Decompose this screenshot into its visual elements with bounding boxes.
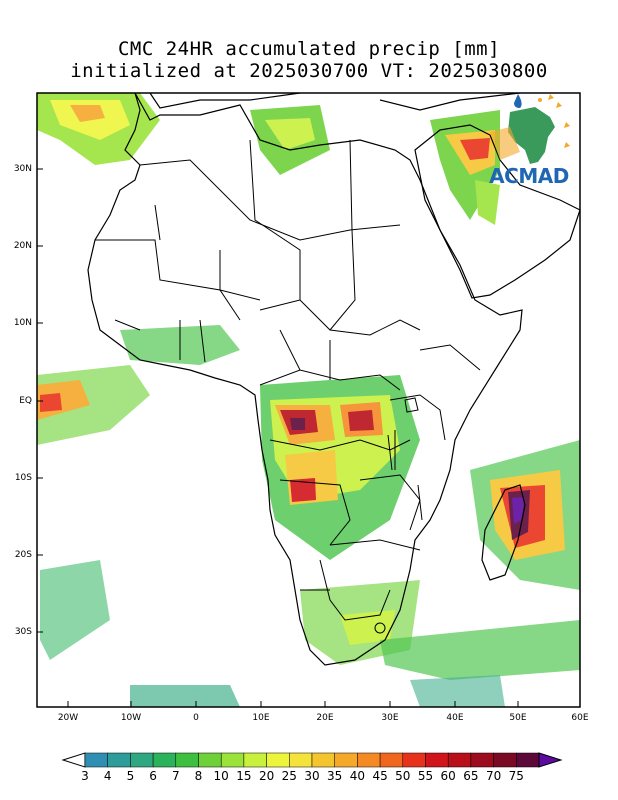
colorbar-tick-label: 50: [395, 769, 411, 783]
logo-sun-rays: [538, 94, 570, 148]
lakes: [387, 397, 423, 521]
arabia-coastline: [414, 124, 581, 299]
colorbar-tick-label: 45: [372, 769, 388, 783]
lat-label-30s: 30S: [14, 627, 32, 637]
colorbar-tick-label: 25: [281, 769, 297, 783]
lat-label-10n: 10N: [13, 318, 32, 328]
colorbar-tick-label: 5: [126, 769, 135, 783]
colorbar-tick-label: 10: [213, 769, 229, 783]
europe-coastline: [149, 92, 521, 111]
colorbar-tick-label: 4: [103, 769, 112, 783]
lat-label-10s: 10S: [14, 473, 32, 483]
colorbar-tick-label: 20: [258, 769, 275, 783]
lon-label-10w: 10W: [120, 713, 142, 723]
colorbar-tick-label: 3: [81, 769, 89, 783]
lat-label-30n: 30N: [13, 164, 32, 174]
map-title-line2: initialized at 2025030700 VT: 2025030800: [70, 60, 548, 82]
acmad-logo: [490, 94, 570, 164]
colorbar-tick-label: 65: [463, 769, 479, 783]
map-frame: [36, 92, 581, 708]
colorbar-tick-label: 35: [327, 769, 343, 783]
colorbar-tick-label: 75: [508, 769, 524, 783]
colorbar-tick-label: 6: [149, 769, 157, 783]
lon-label-20e: 20E: [316, 713, 334, 723]
colorbar-tick-label: 55: [417, 769, 434, 783]
logo-africa-shape: [508, 107, 555, 164]
madagascar-outline: [481, 484, 526, 581]
colorbar-tick-label: 30: [304, 769, 320, 783]
map-title-line1: CMC 24HR accumulated precip [mm]: [117, 38, 501, 60]
lon-label-30e: 30E: [381, 713, 399, 723]
lat-label-20n: 20N: [13, 241, 32, 251]
lon-label-40e: 40E: [446, 713, 464, 723]
lat-label-20s: 20S: [14, 550, 32, 560]
precip-shading: [37, 93, 580, 707]
lon-label-60e: 60E: [571, 713, 589, 723]
lat-label-eq: EQ: [19, 396, 32, 406]
africa-coastline: [87, 92, 523, 666]
lon-label-50e: 50E: [509, 713, 527, 723]
logo-raindrop: [514, 94, 522, 108]
colorbar-tick-label: 60: [440, 769, 456, 783]
country-borders: [95, 139, 481, 634]
axis-ticks: [37, 168, 581, 707]
lon-label-20w: 20W: [57, 713, 79, 723]
colorbar-tick-label: 40: [349, 769, 366, 783]
colorbar-tick-label: 70: [485, 769, 502, 783]
colorbar-tick-label: 8: [194, 769, 203, 783]
acmad-logo-text: ACMAD: [489, 164, 569, 188]
colorbar-tick-label: 7: [171, 769, 180, 783]
lon-label-10e: 10E: [252, 713, 270, 723]
colorbar-tick-label: 15: [236, 769, 252, 783]
lon-label-0: 0: [193, 713, 199, 723]
logo-hatch: [490, 127, 520, 160]
